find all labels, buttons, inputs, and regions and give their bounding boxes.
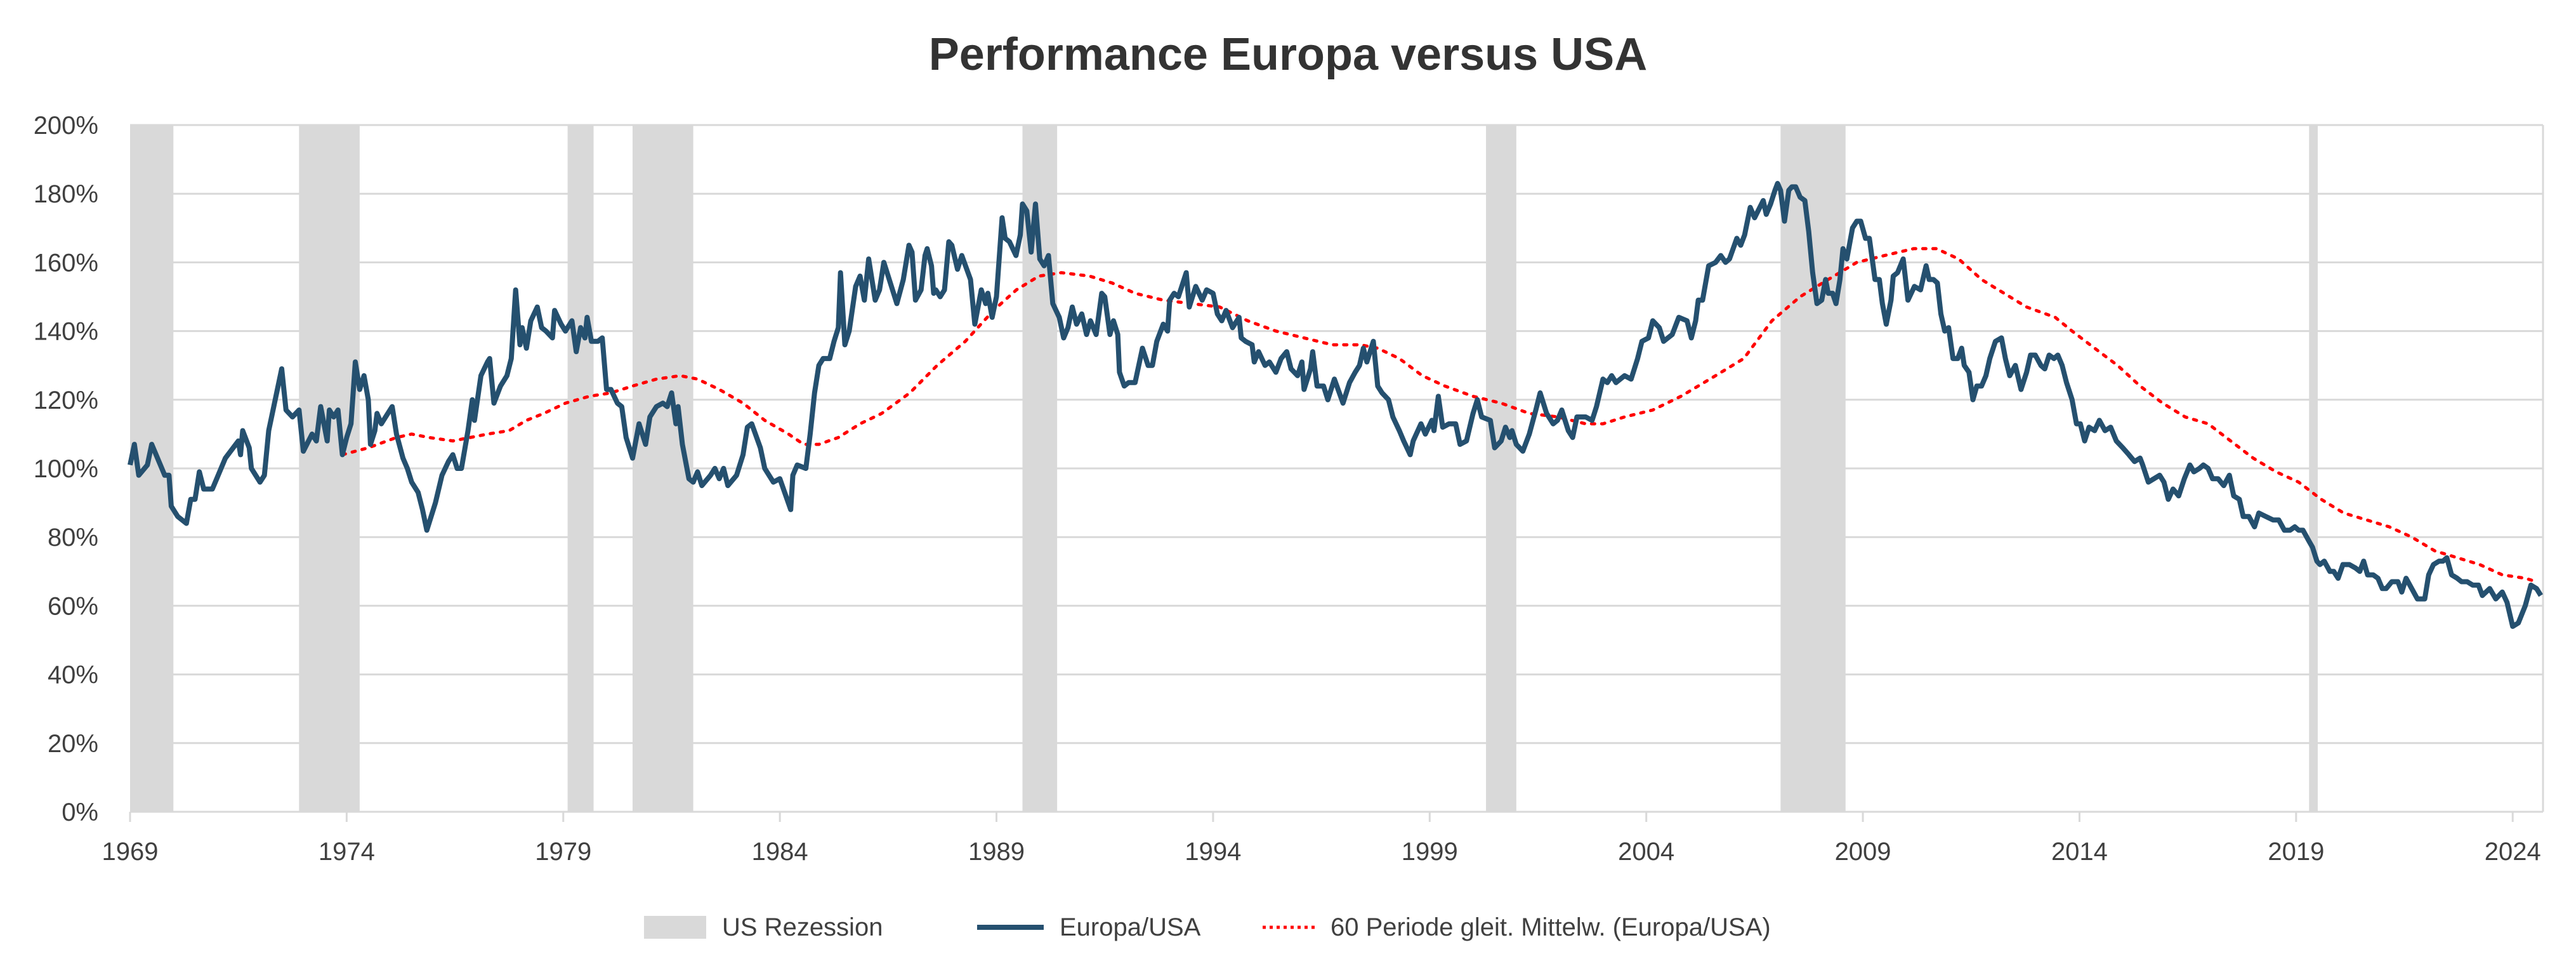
y-tick-label: 20%: [48, 730, 98, 758]
x-tick-label: 1979: [535, 838, 591, 866]
legend-label-recession: US Rezession: [722, 913, 883, 941]
x-tick-label: 1999: [1402, 838, 1458, 866]
y-axis: 0% 20% 40% 60% 80% 100% 120% 140% 160% 180% 200%: [34, 112, 98, 826]
x-tick-label: 1974: [319, 838, 375, 866]
x-tick-label: 2009: [1835, 838, 1891, 866]
y-tick-label: 60%: [48, 592, 98, 620]
x-tick-label: 2019: [2268, 838, 2324, 866]
chart-title: Performance Europa versus USA: [929, 29, 1647, 80]
legend-label-ratio: Europa/USA: [1060, 913, 1201, 941]
series-layer: [128, 181, 2543, 629]
y-tick-label: 180%: [34, 180, 98, 208]
y-tick-label: 140%: [34, 318, 98, 346]
europa-usa-line: [128, 181, 2543, 629]
moving-average-line: [341, 247, 2539, 583]
y-tick-label: 200%: [34, 112, 98, 140]
x-tick-label: 1994: [1185, 838, 1241, 866]
y-tick-label: 80%: [48, 524, 98, 552]
y-tick-label: 40%: [48, 661, 98, 689]
x-tick-label: 1969: [102, 838, 159, 866]
y-tick-label: 120%: [34, 387, 98, 414]
x-axis: 1969 1974 1979 1984 1989 1994 1999 2004 2009 2014…: [102, 812, 2541, 866]
legend-label-moving-avg: 60 Periode gleit. Mittelw. (Europa/USA): [1331, 913, 1771, 941]
x-tick-label: 2004: [1618, 838, 1674, 866]
x-tick-label: 1989: [968, 838, 1025, 866]
y-tick-label: 100%: [34, 455, 98, 483]
x-tick-label: 2024: [2485, 838, 2541, 866]
x-tick-label: 2014: [2051, 838, 2108, 866]
y-tick-label: 160%: [34, 249, 98, 277]
legend: US Rezession Europa/USA 60 Periode gleit…: [644, 913, 1771, 941]
gridlines: [130, 124, 2544, 813]
x-tick-label: 1984: [752, 838, 808, 866]
legend-swatch-recession: [644, 916, 706, 939]
y-tick-label: 0%: [62, 798, 98, 826]
